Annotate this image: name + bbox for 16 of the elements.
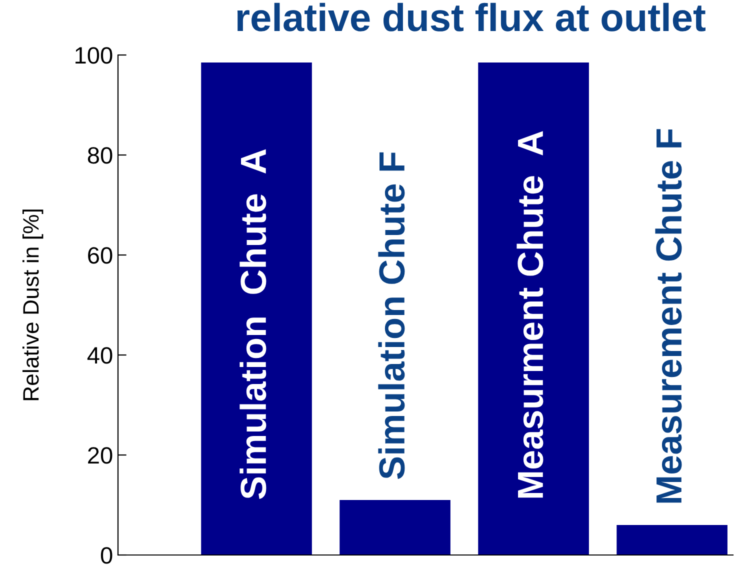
y-tick-label: 80	[88, 147, 112, 164]
bar	[478, 62, 589, 555]
y-tick-label: 20	[88, 447, 112, 464]
y-tick-label: 100	[76, 47, 112, 64]
y-tick-label: 0	[100, 547, 112, 564]
x-tick-label: Measurement Chute F	[655, 129, 682, 503]
y-tick-label: 40	[87, 347, 112, 364]
bar	[201, 62, 312, 555]
x-tick-label: Measurment Chute A	[516, 131, 544, 498]
chart-title: relative dust flux at outlet	[237, 2, 706, 32]
x-tick-label: Simulation Chute A	[240, 149, 266, 499]
y-axis-title: Relative Dust in [%]	[22, 210, 44, 400]
y-tick-label: 60	[88, 247, 112, 264]
bar	[340, 500, 450, 555]
x-tick-label: Simulation Chute F	[378, 152, 405, 479]
bar	[616, 525, 728, 555]
